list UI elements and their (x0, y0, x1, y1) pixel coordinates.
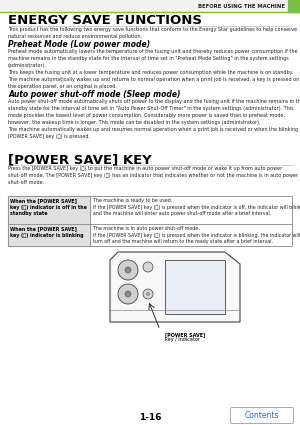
Text: key / indicator: key / indicator (165, 337, 200, 343)
Text: When the [POWER SAVE]
key (Ⓢ) indicator is off in the
standby state: When the [POWER SAVE] key (Ⓢ) indicator … (10, 198, 87, 216)
Text: Preheat Mode (Low power mode): Preheat Mode (Low power mode) (8, 40, 150, 49)
Text: [POWER SAVE]: [POWER SAVE] (165, 332, 205, 337)
Text: ENERGY SAVE FUNCTIONS: ENERGY SAVE FUNCTIONS (8, 14, 202, 27)
Bar (288, 0, 300, 12)
Bar (0, 0, 288, 12)
Bar (8, 196, 90, 224)
Bar (165, 260, 225, 314)
Text: This product has the following two energy save functions that conform to the Ene: This product has the following two energ… (8, 27, 297, 39)
Text: Auto power shut-off mode automatically shuts off power to the display and the fu: Auto power shut-off mode automatically s… (8, 99, 300, 139)
Bar (8, 224, 90, 246)
Text: BEFORE USING THE MACHINE: BEFORE USING THE MACHINE (198, 3, 285, 8)
Text: Contents: Contents (245, 411, 279, 420)
Text: 1-16: 1-16 (139, 413, 161, 422)
Circle shape (118, 284, 138, 304)
Text: Preheat mode automatically lowers the temperature of the fusing unit and thereby: Preheat mode automatically lowers the te… (8, 49, 299, 89)
Circle shape (143, 289, 153, 299)
Circle shape (146, 292, 149, 295)
Text: When the [POWER SAVE]
key (Ⓢ) indicator is blinking: When the [POWER SAVE] key (Ⓢ) indicator … (10, 226, 83, 238)
Bar (8, 196, 292, 246)
Circle shape (143, 262, 153, 272)
FancyBboxPatch shape (230, 408, 293, 423)
Text: Auto power shut-off mode (Sleep mode): Auto power shut-off mode (Sleep mode) (8, 90, 181, 99)
Circle shape (118, 260, 138, 280)
Text: Press the [POWER SAVE] key (Ⓢ) to put the machine in auto power shut-off mode or: Press the [POWER SAVE] key (Ⓢ) to put th… (8, 166, 298, 185)
Text: [POWER SAVE] KEY: [POWER SAVE] KEY (8, 153, 152, 166)
Circle shape (125, 291, 131, 297)
Text: The machine is ready to be used.
If the [POWER SAVE] key (Ⓢ) is pressed when the: The machine is ready to be used. If the … (93, 198, 300, 216)
Text: The machine is in auto power shut-off mode.
If the [POWER SAVE] key (Ⓢ) is press: The machine is in auto power shut-off mo… (93, 226, 300, 244)
Polygon shape (110, 252, 240, 322)
Circle shape (125, 267, 131, 273)
